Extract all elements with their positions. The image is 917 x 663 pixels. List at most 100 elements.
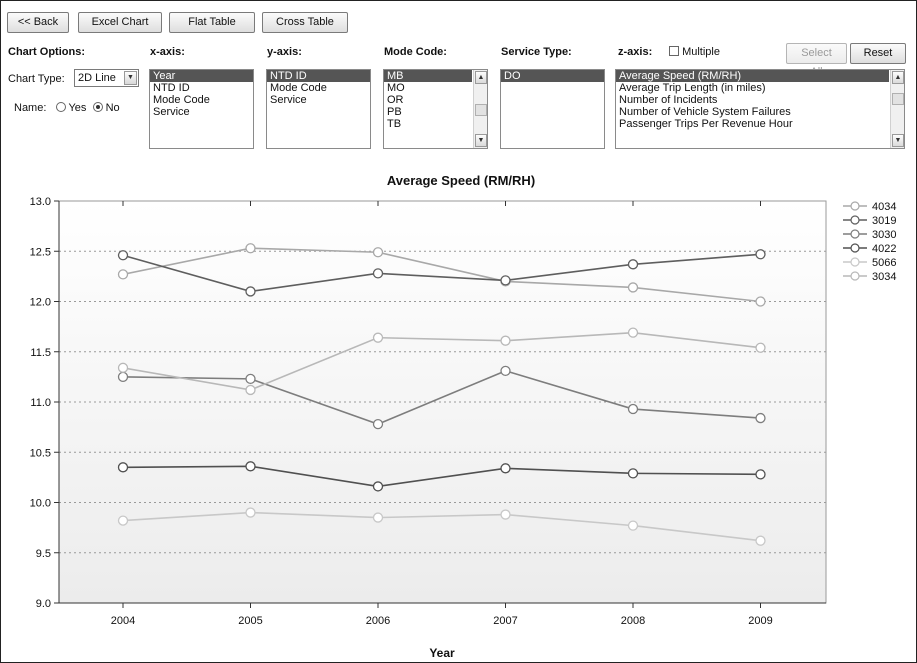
chevron-down-icon[interactable]: ▼ [124,71,137,85]
data-point [117,462,129,473]
data-point [500,365,511,376]
multiple-label: Multiple [682,46,720,58]
x-axis-header: x-axis: [150,46,185,58]
data-point [627,468,639,479]
chart-options-header: Chart Options: [8,46,85,58]
list-item[interactable]: Average Speed (RM/RH) [616,70,889,82]
line-chart: Average Speed (RM/RH) 9.0 9.5 10.0 10.5 11.0… [30,173,897,660]
list-item[interactable]: DO [501,70,604,82]
mode-code-listbox[interactable]: MB MO OR PB TB ▲ ▼ [383,69,488,149]
list-item[interactable]: Mode Code [153,94,210,106]
list-item[interactable]: Passenger Trips Per Revenue Hour [619,118,793,130]
data-point [372,268,384,279]
data-point [245,286,256,297]
list-item[interactable]: Number of Vehicle System Failures [619,106,791,118]
list-item[interactable]: Service [153,106,190,118]
data-point [117,250,129,261]
list-item[interactable]: Average Trip Length (in miles) [619,82,766,94]
data-point [117,362,129,373]
name-option-row: Name: Yes No [14,102,120,114]
scroll-thumb[interactable] [892,93,904,105]
data-point [372,512,384,523]
list-item[interactable]: Year [150,70,253,82]
x-tick-label: 2006 [366,615,390,627]
list-item[interactable]: Mode Code [270,82,327,94]
data-point [755,469,766,480]
legend-label: 4034 [872,201,896,213]
select-all-button[interactable]: Select All [786,43,847,78]
name-yes-label: Yes [68,102,87,114]
data-point [755,296,766,307]
scroll-thumb[interactable] [475,104,487,116]
chevron-down-icon[interactable]: ▼ [475,134,487,147]
series-line-4034 [122,247,761,303]
y-axis-header: y-axis: [267,46,302,58]
list-item[interactable]: MB [384,70,472,82]
scrollbar[interactable]: ▲ ▼ [890,70,904,148]
legend-marker [850,257,860,267]
data-point [245,461,256,472]
list-item[interactable]: TB [387,118,402,130]
list-item[interactable]: NTD ID [267,70,370,82]
data-point [500,463,511,474]
list-item[interactable]: OR [387,94,404,106]
x-axis-listbox[interactable]: Year NTD ID Mode Code Service [149,69,254,149]
data-point [627,403,639,415]
data-point [755,342,766,353]
data-point [500,275,511,286]
data-point [627,259,639,270]
scrollbar[interactable]: ▲ ▼ [473,70,487,148]
legend-marker [850,243,860,253]
name-no-radio[interactable] [92,102,103,112]
cross-table-button[interactable]: Cross Table [262,12,348,33]
y-tick-label: 10.5 [30,447,51,459]
y-axis-listbox[interactable]: NTD ID Mode Code Service [266,69,371,149]
reset-button[interactable]: Reset [850,43,906,64]
chart-title: Average Speed (RM/RH) [387,173,535,188]
chevron-up-icon[interactable]: ▲ [892,71,904,84]
name-yes-radio[interactable] [55,102,66,112]
name-no-label: No [105,102,120,114]
excel-chart-button[interactable]: Excel Chart [78,12,162,33]
chart-type-select[interactable]: 2D Line ▼ [74,69,139,87]
data-point [245,373,256,385]
list-item[interactable]: Service [270,94,307,106]
plot-area [58,200,827,604]
data-point [500,509,511,520]
y-tick-label: 9.5 [36,548,51,560]
list-item[interactable]: MO [387,82,405,94]
chevron-down-icon[interactable]: ▼ [892,134,904,147]
name-label: Name: [14,102,47,114]
multiple-checkbox[interactable] [669,46,679,56]
data-point [627,327,639,338]
legend-marker [850,215,860,225]
y-tick-label: 10.0 [30,498,51,510]
y-tick-label: 13.0 [30,196,51,208]
y-tick-label: 9.0 [36,598,51,610]
data-point [755,249,766,260]
series-line-4022 [122,465,761,488]
z-axis-header: z-axis: [618,46,653,58]
legend-marker [850,201,860,211]
z-axis-listbox[interactable]: Average Speed (RM/RH) Average Trip Lengt… [615,69,905,149]
service-type-listbox[interactable]: DO [500,69,605,149]
x-axis-title: Year [429,646,455,660]
list-item[interactable]: PB [387,106,402,118]
legend-marker [850,229,860,239]
chevron-up-icon[interactable]: ▲ [475,71,487,84]
legend-label: 4022 [872,243,896,255]
x-tick-label: 2004 [111,615,135,627]
data-point [627,520,639,531]
series-line-3019 [122,253,761,293]
back-button[interactable]: << Back [7,12,69,33]
list-item[interactable]: NTD ID [153,82,190,94]
y-tick-label: 12.5 [30,246,51,258]
data-point [117,515,129,526]
flat-table-button[interactable]: Flat Table [169,12,255,33]
legend-label: 5066 [872,257,896,269]
list-item[interactable]: Number of Incidents [619,94,718,106]
data-point [372,247,384,258]
data-point [372,418,384,430]
multiple-option[interactable]: Multiple [669,46,720,58]
